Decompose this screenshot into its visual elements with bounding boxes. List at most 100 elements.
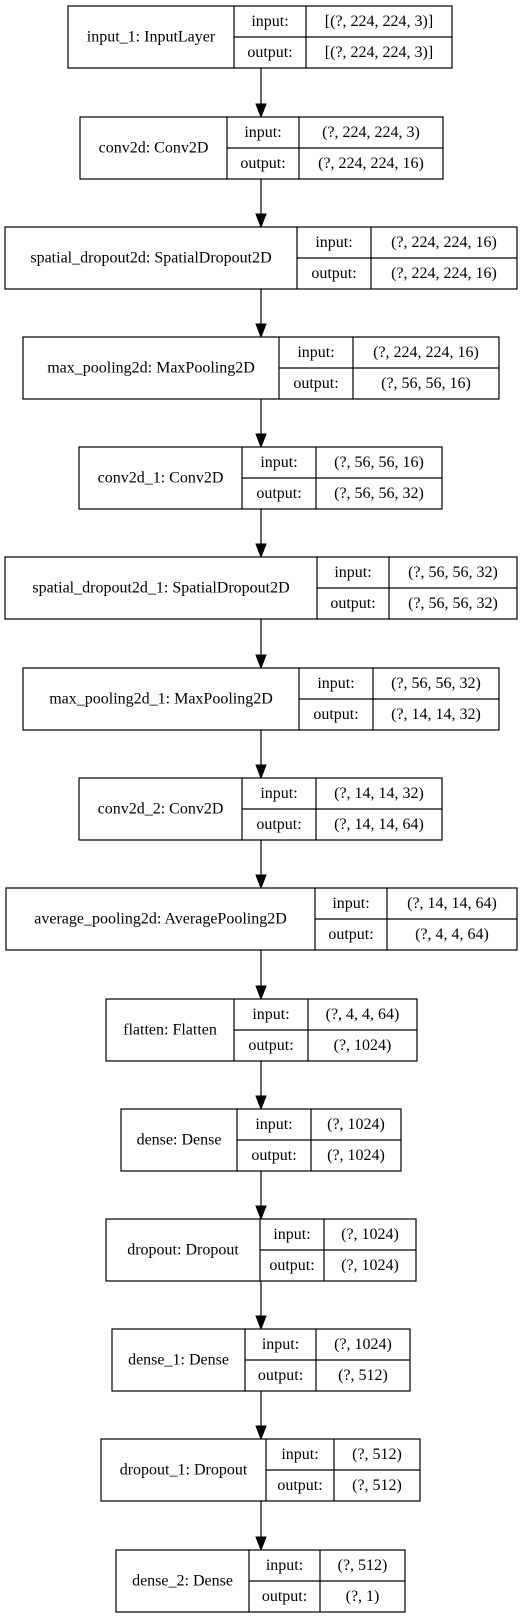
edge-arrow [255, 1061, 267, 1111]
edge-arrow [255, 509, 267, 559]
edge-arrow [255, 950, 267, 1001]
layer-node: max_pooling2d_1: MaxPooling2D input: outpu… [22, 667, 500, 731]
input-shape: (?, 4, 4, 64) [326, 1006, 400, 1023]
input-label: input: [255, 1116, 292, 1133]
input-label: input: [266, 1557, 303, 1574]
input-shape: (?, 512) [352, 1446, 402, 1463]
layer-name: average_pooling2d: AveragePooling2D [34, 911, 287, 928]
input-shape: (?, 1024) [327, 1116, 385, 1133]
output-shape: (?, 1024) [327, 1147, 385, 1164]
output-label: output: [251, 1147, 296, 1164]
input-label: input: [260, 454, 297, 471]
layer-node: spatial_dropout2d_1: SpatialDropout2D inp… [4, 556, 518, 620]
output-label: output: [293, 375, 338, 392]
input-shape: [(?, 224, 224, 3)] [325, 13, 433, 30]
edge-arrow [255, 1281, 267, 1331]
layer-name: dropout: Dropout [127, 1242, 239, 1259]
edge-arrow [255, 179, 267, 229]
output-shape: (?, 512) [352, 1477, 402, 1494]
layer-name: dropout_1: Dropout [120, 1462, 248, 1479]
edge-arrow [255, 399, 267, 449]
layer-node: conv2d: Conv2D input: output: (?, 224, 224,… [79, 116, 444, 180]
edge-arrow [255, 840, 267, 890]
layer-name: conv2d: Conv2D [99, 140, 209, 157]
output-label: output: [258, 1367, 303, 1384]
layer-node: flatten: Flatten input: output: (?, 4, 4, 6… [105, 998, 418, 1062]
input-label: input: [332, 895, 369, 912]
output-shape: (?, 224, 224, 16) [318, 155, 424, 172]
input-label: input: [260, 785, 297, 802]
output-label: output: [328, 926, 373, 943]
layer-name: max_pooling2d: MaxPooling2D [47, 360, 255, 377]
input-label: input: [262, 1336, 299, 1353]
input-label: input: [244, 124, 281, 141]
layer-node: average_pooling2d: AveragePooling2D input… [5, 887, 518, 951]
input-label: input: [273, 1226, 310, 1243]
input-label: input: [281, 1446, 318, 1463]
output-shape: (?, 1024) [341, 1257, 399, 1274]
output-label: output: [277, 1477, 322, 1494]
layer-name: dense_1: Dense [128, 1352, 229, 1369]
layer-name: dense_2: Dense [132, 1573, 233, 1590]
edge-arrow [255, 289, 267, 339]
input-label: input: [317, 675, 354, 692]
output-label: output: [256, 816, 301, 833]
input-label: input: [297, 344, 334, 361]
output-shape: (?, 512) [338, 1367, 388, 1384]
input-label: input: [251, 13, 288, 30]
layer-name: flatten: Flatten [123, 1022, 217, 1039]
layer-name: max_pooling2d_1: MaxPooling2D [49, 691, 273, 708]
output-shape: (?, 224, 224, 16) [391, 265, 497, 282]
layer-node: dense_2: Dense input: output: (?, 512) (?, 1… [115, 1549, 406, 1613]
input-shape: (?, 512) [338, 1557, 388, 1574]
layer-name: dense: Dense [137, 1132, 222, 1149]
output-label: output: [313, 706, 358, 723]
input-shape: (?, 224, 224, 16) [373, 344, 479, 361]
input-shape: (?, 56, 56, 32) [408, 564, 498, 581]
input-shape: (?, 14, 14, 32) [334, 785, 424, 802]
input-label: input: [252, 1006, 289, 1023]
layer-node: dense: Dense input: output: (?, 1024) (?, 10… [120, 1108, 402, 1172]
input-label: input: [334, 564, 371, 581]
input-label: input: [315, 234, 352, 251]
output-shape: (?, 56, 56, 32) [408, 595, 498, 612]
edge-arrow [255, 730, 267, 780]
layer-node: spatial_dropout2d: SpatialDropout2D input… [4, 226, 518, 290]
output-shape: (?, 56, 56, 32) [334, 485, 424, 502]
input-shape: (?, 56, 56, 32) [391, 675, 481, 692]
layer-name: conv2d_1: Conv2D [98, 470, 224, 487]
edge-arrow [255, 1171, 267, 1221]
output-shape: [(?, 224, 224, 3)] [325, 44, 433, 61]
edge-arrow [255, 619, 267, 670]
output-shape: (?, 56, 56, 16) [381, 375, 471, 392]
layer-node: dropout_1: Dropout input: output: (?, 512) (… [100, 1438, 421, 1502]
output-label: output: [330, 595, 375, 612]
output-shape: (?, 14, 14, 32) [391, 706, 481, 723]
input-shape: (?, 1024) [341, 1226, 399, 1243]
layer-node: conv2d_2: Conv2D input: output: (?, 14, 14,… [78, 777, 443, 841]
layer-name: input_1: InputLayer [87, 29, 216, 46]
input-shape: (?, 224, 224, 16) [391, 234, 497, 251]
output-label: output: [240, 155, 285, 172]
layer-name: spatial_dropout2d_1: SpatialDropout2D [32, 580, 289, 597]
layer-node: dense_1: Dense input: output: (?, 1024) (?, … [111, 1328, 411, 1392]
edge-arrow [255, 1391, 267, 1441]
edge-arrow [255, 1501, 267, 1552]
layer-name: conv2d_2: Conv2D [98, 801, 224, 818]
input-shape: (?, 14, 14, 64) [407, 895, 497, 912]
layer-node: dropout: Dropout input: output: (?, 1024) (?… [105, 1218, 417, 1282]
output-shape: (?, 1) [346, 1588, 380, 1605]
output-shape: (?, 14, 14, 64) [334, 816, 424, 833]
layer-node: conv2d_1: Conv2D input: output: (?, 56, 56,… [78, 446, 443, 510]
output-label: output: [262, 1588, 307, 1605]
layer-name: spatial_dropout2d: SpatialDropout2D [30, 250, 271, 267]
input-shape: (?, 56, 56, 16) [334, 454, 424, 471]
output-label: output: [311, 265, 356, 282]
input-shape: (?, 224, 224, 3) [322, 124, 420, 141]
output-label: output: [247, 44, 292, 61]
layer-node: max_pooling2d: MaxPooling2D input: output:… [22, 336, 500, 400]
output-shape: (?, 4, 4, 64) [415, 926, 489, 943]
output-label: output: [248, 1037, 293, 1054]
input-shape: (?, 1024) [334, 1336, 392, 1353]
